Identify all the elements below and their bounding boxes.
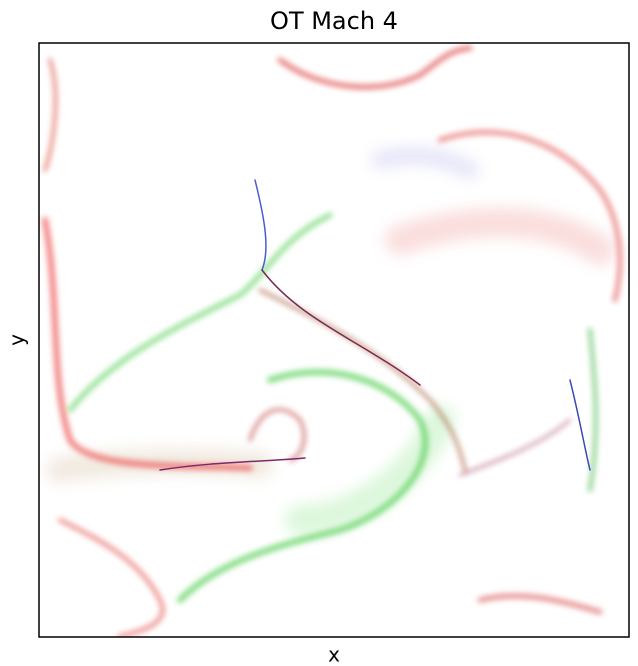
streak <box>285 405 455 535</box>
streak <box>385 207 615 265</box>
streaks <box>42 45 623 637</box>
fine-lines <box>159 179 591 471</box>
streak <box>261 269 421 386</box>
y-axis-label: y <box>5 334 29 346</box>
haze <box>47 146 615 535</box>
chart-title: OT Mach 4 <box>270 7 398 35</box>
streak <box>248 408 306 462</box>
streak <box>258 288 467 472</box>
streak <box>277 45 473 90</box>
streak <box>569 379 591 471</box>
streak <box>47 448 273 483</box>
streak <box>588 328 598 492</box>
streak <box>43 58 58 172</box>
streak <box>67 212 333 413</box>
streak <box>42 217 253 471</box>
streak <box>159 457 306 471</box>
streak <box>58 518 165 637</box>
x-axis-label: x <box>328 643 340 666</box>
field-image <box>42 45 623 637</box>
plot-frame <box>38 42 630 638</box>
streak <box>459 419 571 476</box>
streak <box>437 129 623 303</box>
streak <box>477 593 603 615</box>
streak <box>371 146 479 179</box>
streak <box>254 179 267 271</box>
streak <box>177 369 429 603</box>
